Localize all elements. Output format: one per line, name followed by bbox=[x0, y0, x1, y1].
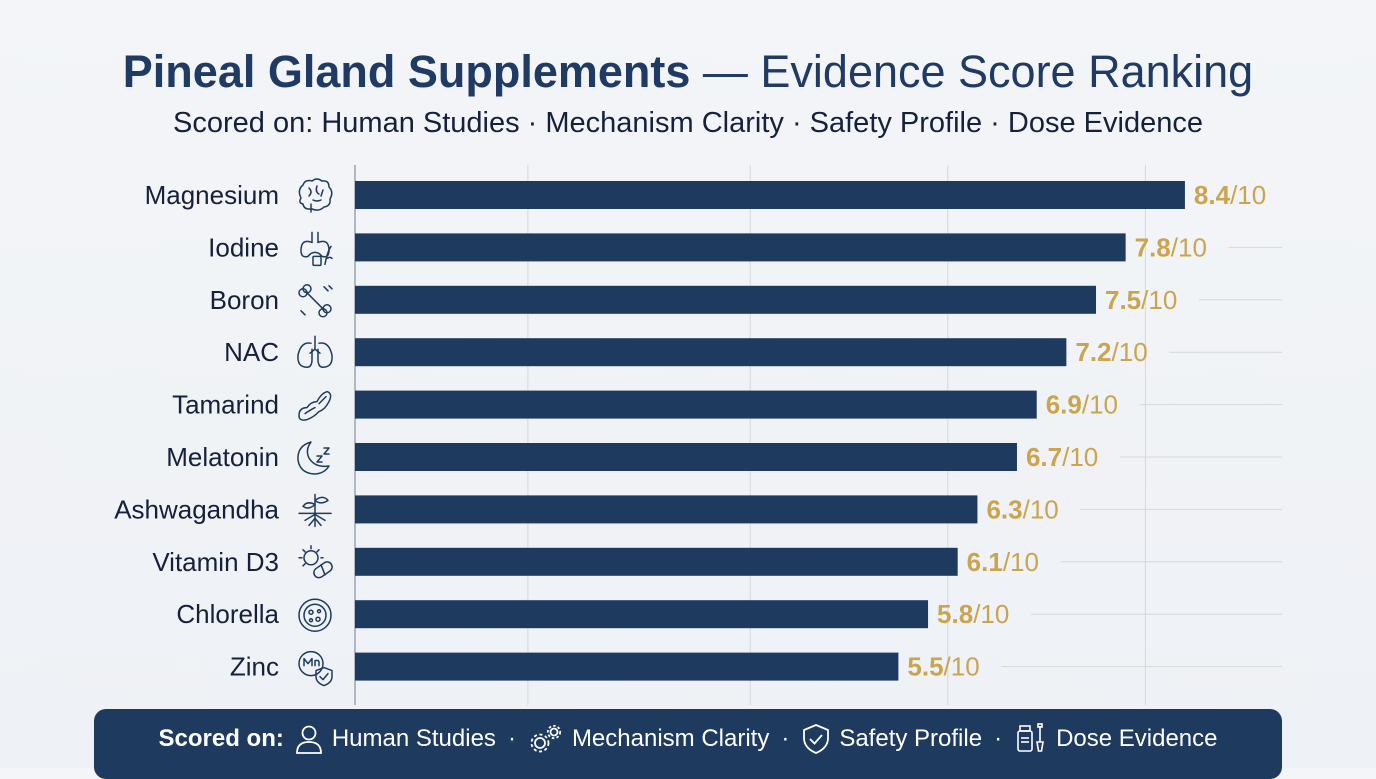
category-label: Ashwagandha bbox=[114, 494, 279, 524]
category-label: Zinc bbox=[230, 652, 279, 682]
category-label: NAC bbox=[224, 337, 279, 367]
criterion-label: Safety Profile bbox=[839, 725, 983, 752]
mineral-shield-icon bbox=[298, 650, 333, 687]
category-label: Tamarind bbox=[172, 390, 279, 420]
score-label: 6.1/10 bbox=[967, 547, 1039, 577]
criterion-label: Mechanism Clarity bbox=[571, 725, 770, 752]
scoring-criteria-footer: Scored on: Human Studies · Mechanism Cla… bbox=[94, 709, 1282, 779]
bar bbox=[355, 181, 1185, 209]
score-label: 7.8/10 bbox=[1135, 232, 1207, 262]
sun-capsule-icon bbox=[298, 545, 333, 579]
criterion-human-studies: Human Studies bbox=[294, 723, 496, 755]
lungs-icon bbox=[297, 335, 333, 368]
shield-check-icon bbox=[803, 724, 830, 754]
chart-title-main: Pineal Gland Supplements bbox=[122, 46, 691, 97]
score-label: 8.4/10 bbox=[1194, 180, 1266, 210]
criterion-mechanism-clarity: Mechanism Clarity bbox=[528, 723, 769, 755]
footer-label: Scored on: bbox=[158, 725, 284, 752]
brain-icon bbox=[298, 178, 333, 213]
score-label: 7.5/10 bbox=[1105, 285, 1177, 315]
bar bbox=[355, 600, 929, 629]
bone-icon bbox=[298, 284, 333, 318]
category-label: Melatonin bbox=[166, 442, 279, 472]
score-label: 6.7/10 bbox=[1026, 442, 1098, 472]
bar-chart: Magnesium 8.4/10 Iodine 7.8/10 Boron 7.5/10 NA… bbox=[114, 165, 1282, 705]
bar bbox=[355, 233, 1126, 262]
score-label: 7.2/10 bbox=[1075, 337, 1147, 367]
criterion-label: Dose Evidence bbox=[1056, 725, 1218, 752]
moon-sleep-icon bbox=[297, 441, 330, 475]
tamarind-pod-icon bbox=[298, 390, 332, 421]
footer-separator: · bbox=[507, 725, 516, 752]
score-label: 6.9/10 bbox=[1046, 390, 1118, 420]
bar bbox=[355, 285, 1096, 314]
footer-separator: · bbox=[781, 725, 790, 752]
plant-roots-icon bbox=[298, 493, 332, 528]
chart-title: Pineal Gland Supplements — Evidence Scor… bbox=[0, 44, 1376, 100]
bar bbox=[355, 652, 899, 681]
category-label: Boron bbox=[210, 285, 279, 315]
bar bbox=[355, 547, 958, 576]
score-label: 5.8/10 bbox=[937, 599, 1009, 629]
dose-bottle-icon bbox=[1017, 723, 1045, 752]
person-icon bbox=[295, 725, 322, 754]
chart-subtitle: Scored on: Human Studies · Mechanism Cla… bbox=[173, 107, 1203, 139]
gears-icon bbox=[530, 724, 562, 753]
criterion-safety-profile: Safety Profile bbox=[801, 723, 982, 755]
score-label: 6.3/10 bbox=[986, 494, 1058, 524]
bar bbox=[355, 495, 978, 524]
category-label: Magnesium bbox=[145, 180, 279, 210]
score-label: 5.5/10 bbox=[907, 652, 979, 682]
cell-icon bbox=[298, 598, 332, 632]
bar bbox=[355, 338, 1067, 367]
criterion-dose-evidence: Dose Evidence bbox=[1014, 722, 1218, 756]
criterion-label: Human Studies bbox=[331, 725, 496, 752]
footer-separator: · bbox=[994, 725, 1003, 752]
thyroid-icon bbox=[300, 231, 333, 267]
bar bbox=[355, 390, 1037, 419]
category-label: Iodine bbox=[208, 232, 279, 262]
bar bbox=[355, 443, 1017, 471]
category-label: Vitamin D3 bbox=[152, 547, 279, 577]
category-label: Chlorella bbox=[176, 599, 279, 629]
chart-title-rest: — Evidence Score Ranking bbox=[690, 46, 1254, 97]
